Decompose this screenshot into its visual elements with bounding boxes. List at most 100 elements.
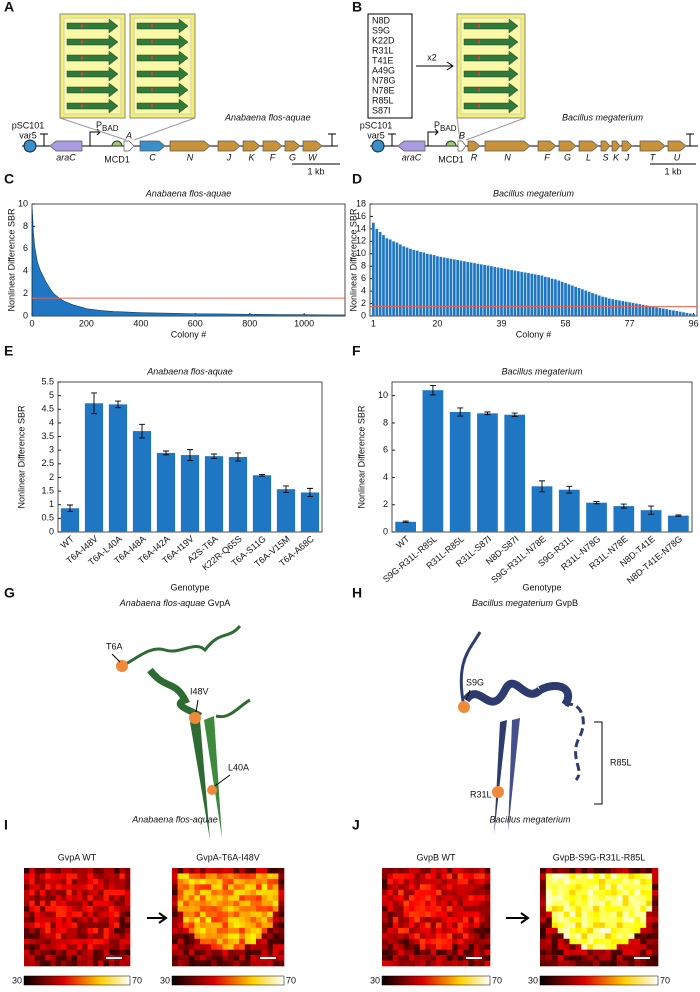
pixel	[55, 938, 62, 945]
pixel	[261, 938, 268, 945]
pixel	[634, 927, 641, 934]
pixel	[628, 933, 635, 940]
pixel	[587, 878, 594, 885]
pixel	[222, 889, 229, 896]
pixel	[387, 895, 394, 901]
pixel	[29, 873, 35, 880]
bracket	[594, 721, 603, 805]
pixel	[29, 884, 35, 891]
pixel	[652, 933, 659, 940]
pixel	[479, 878, 485, 885]
pixel	[616, 911, 623, 918]
pixel	[409, 868, 415, 874]
pixel	[92, 911, 99, 918]
pixel	[610, 949, 617, 956]
pixel	[34, 933, 41, 940]
pixel	[177, 911, 184, 918]
pixel	[29, 889, 35, 896]
y-tick-label: 4	[383, 472, 388, 482]
pixel	[114, 895, 120, 901]
pixel	[267, 884, 274, 891]
pixel	[446, 878, 453, 885]
bar	[456, 260, 459, 316]
pixel	[473, 889, 480, 896]
pixel	[634, 884, 641, 891]
pixel	[256, 911, 262, 918]
pixel	[392, 900, 399, 907]
pixel	[457, 922, 464, 929]
pixel	[387, 938, 394, 945]
pixel	[77, 938, 83, 945]
pixel	[628, 900, 635, 907]
pixel	[87, 955, 94, 961]
gene-arrow	[621, 140, 633, 152]
bar	[638, 304, 642, 316]
pixel	[272, 878, 279, 885]
pixel	[61, 938, 67, 945]
pixel	[457, 917, 464, 923]
pixel	[205, 955, 212, 961]
pixel	[172, 933, 178, 940]
pixel	[34, 922, 41, 929]
pixel	[430, 938, 437, 945]
pixel	[436, 911, 442, 918]
pixel	[484, 938, 491, 945]
pixel	[616, 933, 623, 940]
pixel	[616, 895, 623, 901]
pixel	[581, 868, 588, 874]
bar	[685, 312, 689, 316]
pixel	[540, 960, 547, 967]
pixel	[640, 922, 647, 929]
pixel	[452, 960, 458, 967]
pixel	[256, 889, 262, 896]
pixel	[61, 906, 67, 912]
pixel	[211, 938, 218, 945]
pixel	[108, 906, 115, 912]
bar	[425, 253, 429, 316]
pixel	[55, 895, 62, 901]
pixel	[272, 906, 279, 912]
pixel	[267, 906, 274, 912]
pixel	[557, 927, 564, 934]
y-tick-label: 1.5	[41, 485, 54, 495]
pixel	[622, 900, 629, 907]
pixel	[24, 917, 30, 923]
pixel	[640, 927, 647, 934]
pixel	[34, 949, 41, 956]
pixel	[436, 873, 442, 880]
pixel	[634, 938, 641, 945]
bar	[493, 266, 497, 316]
gene-arrow	[139, 140, 166, 152]
pixel	[409, 922, 415, 929]
pixel	[540, 917, 547, 923]
pixel	[569, 960, 576, 967]
pixel	[593, 873, 600, 880]
pixel	[278, 906, 285, 912]
pixel	[183, 944, 190, 950]
pixel	[398, 960, 404, 967]
pixel	[409, 944, 415, 950]
pixel	[272, 927, 279, 934]
mutation: S9G	[372, 25, 390, 35]
bar	[382, 235, 385, 316]
pixel	[98, 878, 104, 885]
pixel	[34, 938, 41, 945]
pixel	[575, 944, 582, 950]
panel-label: J	[352, 817, 360, 833]
pixel	[267, 873, 274, 880]
pixel	[278, 911, 285, 918]
pixel	[194, 922, 201, 929]
pixel	[87, 911, 94, 918]
pixel	[29, 868, 35, 874]
pixel	[540, 933, 547, 940]
pixel	[452, 873, 458, 880]
pixel	[468, 906, 475, 912]
pixel	[414, 927, 421, 934]
pixel	[640, 889, 647, 896]
pixel	[457, 933, 464, 940]
bar	[510, 269, 513, 316]
pixel	[188, 884, 195, 891]
pixel	[188, 922, 195, 929]
bar	[412, 250, 416, 316]
mark	[478, 104, 480, 108]
